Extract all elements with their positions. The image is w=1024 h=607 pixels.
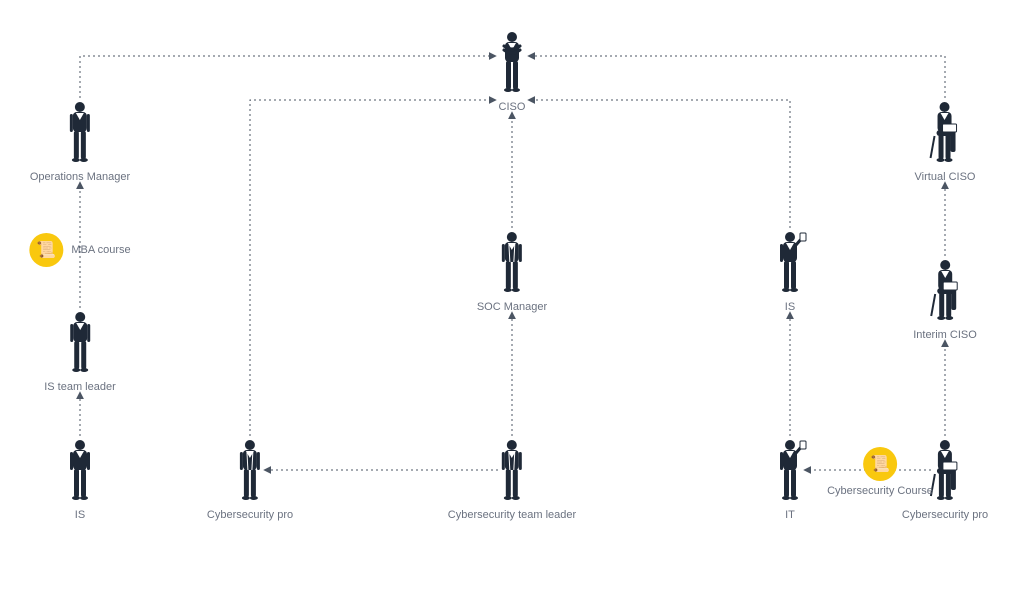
certificate-icon: 📜 <box>863 447 897 481</box>
person-icon <box>448 438 576 505</box>
person-icon <box>477 230 547 297</box>
node-label: IS <box>772 301 808 313</box>
node-cyber_lead: Cybersecurity team leader <box>448 438 576 521</box>
course-mba: 📜 MBA course <box>29 233 130 267</box>
person-icon <box>207 438 293 505</box>
node-ops_mgr: Operations Manager <box>30 100 130 183</box>
edge-e_cyberprol_ciso <box>250 100 496 436</box>
person-icon <box>772 230 808 297</box>
course-label: MBA course <box>71 244 130 256</box>
course-label: Cybersecurity Course <box>827 485 933 497</box>
node-ciso: CISO <box>494 30 530 113</box>
person-icon <box>913 258 977 325</box>
node-soc_mgr: SOC Manager <box>477 230 547 313</box>
edge-e_opsmgr_ciso <box>80 56 496 98</box>
node-label: Interim CISO <box>913 329 977 341</box>
node-is_lead: IS team leader <box>44 310 116 393</box>
node-it: IT <box>772 438 808 521</box>
node-label: Cybersecurity team leader <box>448 509 576 521</box>
node-is_left: IS <box>62 438 98 521</box>
person-icon <box>44 310 116 377</box>
node-label: IT <box>772 509 808 521</box>
node-label: IS <box>62 509 98 521</box>
course-csec: 📜 Cybersecurity Course <box>827 447 933 497</box>
node-label: Cybersecurity pro <box>207 509 293 521</box>
node-label: Cybersecurity pro <box>902 509 988 521</box>
edge-e_isright_ciso <box>528 100 790 228</box>
career-path-diagram: CISO Operations Manager IS team leader IS SO… <box>0 0 1024 607</box>
node-iciso: Interim CISO <box>913 258 977 341</box>
node-cyber_pro_l: Cybersecurity pro <box>207 438 293 521</box>
node-label: IS team leader <box>44 381 116 393</box>
node-label: SOC Manager <box>477 301 547 313</box>
node-label: CISO <box>494 101 530 113</box>
person-icon <box>30 100 130 167</box>
person-icon <box>915 100 976 167</box>
person-icon <box>772 438 808 505</box>
node-vciso: Virtual CISO <box>915 100 976 183</box>
node-label: Operations Manager <box>30 171 130 183</box>
node-label: Virtual CISO <box>915 171 976 183</box>
node-is_right: IS <box>772 230 808 313</box>
person-icon <box>62 438 98 505</box>
edge-e_vciso_ciso <box>528 56 945 98</box>
certificate-icon: 📜 <box>29 233 63 267</box>
person-icon <box>494 30 530 97</box>
